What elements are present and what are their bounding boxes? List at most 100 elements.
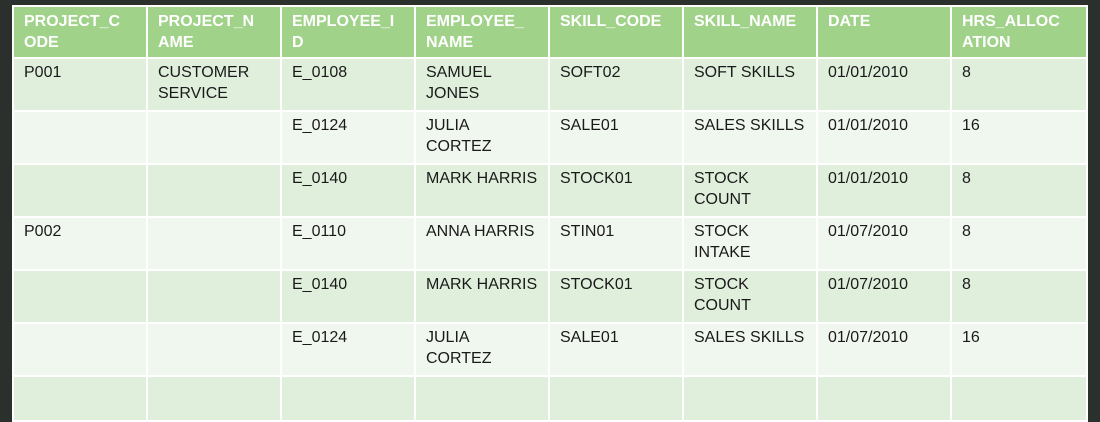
cell-employee-name: MARK HARRIS bbox=[414, 163, 550, 218]
cell-text: 8 bbox=[962, 276, 971, 293]
cell-date: 01/01/2010 bbox=[816, 163, 952, 218]
cell-project-code: P001 bbox=[12, 57, 148, 112]
cell-hrs-allocation: 8 bbox=[950, 216, 1088, 271]
cell-text: 01/07/2010 bbox=[828, 223, 909, 240]
cell-date: 01/07/2010 bbox=[816, 322, 952, 377]
cell-date: 01/07/2010 bbox=[816, 216, 952, 271]
cell-text: E_0124 bbox=[292, 117, 348, 134]
cell-project-name bbox=[146, 163, 282, 218]
cell-text: STOCK01 bbox=[560, 276, 633, 293]
cell-text: P002 bbox=[24, 223, 62, 240]
cell-project-name bbox=[146, 216, 282, 271]
cell-text: STOCK INTAKE bbox=[694, 223, 751, 261]
cell-text: JULIA CORTEZ bbox=[426, 117, 492, 155]
header-project-code: PROJECT_C ODE bbox=[12, 5, 148, 59]
cell-skill-name bbox=[682, 375, 818, 422]
cell-text: 01/01/2010 bbox=[828, 117, 909, 134]
cell-text: SALE01 bbox=[560, 329, 619, 346]
cell-text: 01/01/2010 bbox=[828, 170, 909, 187]
cell-text: SALE01 bbox=[560, 117, 619, 134]
cell-text: 8 bbox=[962, 170, 971, 187]
cell-text: MARK HARRIS bbox=[426, 276, 538, 293]
cell-text: E_0124 bbox=[292, 329, 348, 346]
header-label: PROJECT_C ODE bbox=[24, 13, 121, 51]
cell-skill-code bbox=[548, 375, 684, 422]
cell-employee-name: ANNA HARRIS bbox=[414, 216, 550, 271]
cell-text: STOCK01 bbox=[560, 170, 633, 187]
header-hrs-allocation: HRS_ALLOC ATION bbox=[950, 5, 1088, 59]
cell-hrs-allocation: 8 bbox=[950, 163, 1088, 218]
cell-employee-id: E_0108 bbox=[280, 57, 416, 112]
cell-text: JULIA CORTEZ bbox=[426, 329, 492, 367]
cell-project-code bbox=[12, 110, 148, 165]
header-label: PROJECT_N AME bbox=[158, 13, 255, 51]
cell-hrs-allocation: 8 bbox=[950, 269, 1088, 324]
cell-project-name bbox=[146, 322, 282, 377]
table-body: P001 CUSTOMER SERVICE E_0108 SAMUEL JONES SO… bbox=[12, 57, 1088, 422]
header-employee-id: EMPLOYEE_I D bbox=[280, 5, 416, 59]
header-label: SKILL_CODE bbox=[560, 13, 662, 30]
cell-project-code bbox=[12, 163, 148, 218]
cell-text: STIN01 bbox=[560, 223, 615, 240]
table-header: PROJECT_C ODE PROJECT_N AME EMPLOYEE_I D… bbox=[12, 5, 1088, 59]
cell-skill-code: STIN01 bbox=[548, 216, 684, 271]
table-row bbox=[12, 375, 1088, 422]
cell-text: 01/01/2010 bbox=[828, 64, 909, 81]
cell-skill-name: STOCK INTAKE bbox=[682, 216, 818, 271]
cell-skill-code: SALE01 bbox=[548, 110, 684, 165]
header-label: SKILL_NAME bbox=[694, 13, 797, 30]
cell-text: SOFT02 bbox=[560, 64, 621, 81]
cell-employee-id bbox=[280, 375, 416, 422]
cell-date: 01/07/2010 bbox=[816, 269, 952, 324]
cell-text: STOCK COUNT bbox=[694, 170, 751, 208]
header-label: HRS_ALLOC ATION bbox=[962, 13, 1060, 51]
cell-skill-code: SOFT02 bbox=[548, 57, 684, 112]
cell-text: P001 bbox=[24, 64, 62, 81]
table-row: E_0140 MARK HARRIS STOCK01 STOCK COUNT 01/07… bbox=[12, 269, 1088, 324]
cell-text: CUSTOMER SERVICE bbox=[158, 64, 250, 102]
header-skill-name: SKILL_NAME bbox=[682, 5, 818, 59]
cell-employee-id: E_0110 bbox=[280, 216, 416, 271]
header-skill-code: SKILL_CODE bbox=[548, 5, 684, 59]
cell-text: 01/07/2010 bbox=[828, 276, 909, 293]
cell-employee-id: E_0124 bbox=[280, 322, 416, 377]
cell-hrs-allocation: 8 bbox=[950, 57, 1088, 112]
cell-text: 16 bbox=[962, 117, 980, 134]
cell-text: STOCK COUNT bbox=[694, 276, 751, 314]
cell-employee-id: E_0140 bbox=[280, 269, 416, 324]
cell-project-code bbox=[12, 375, 148, 422]
cell-text: E_0140 bbox=[292, 276, 348, 293]
table-row: P001 CUSTOMER SERVICE E_0108 SAMUEL JONES SO… bbox=[12, 57, 1088, 112]
header-label: EMPLOYEE_I D bbox=[292, 13, 395, 51]
cell-employee-id: E_0140 bbox=[280, 163, 416, 218]
cell-employee-name: JULIA CORTEZ bbox=[414, 110, 550, 165]
cell-text: E_0110 bbox=[292, 223, 346, 240]
cell-employee-name bbox=[414, 375, 550, 422]
cell-text: SOFT SKILLS bbox=[694, 64, 796, 81]
cell-text: E_0108 bbox=[292, 64, 348, 81]
project-allocation-table: PROJECT_C ODE PROJECT_N AME EMPLOYEE_I D… bbox=[12, 5, 1088, 422]
cell-hrs-allocation: 16 bbox=[950, 322, 1088, 377]
header-date: DATE bbox=[816, 5, 952, 59]
header-employee-name: EMPLOYEE_ NAME bbox=[414, 5, 550, 59]
table-row: E_0140 MARK HARRIS STOCK01 STOCK COUNT 01/01… bbox=[12, 163, 1088, 218]
header-label: DATE bbox=[828, 13, 871, 30]
table-row: P002 E_0110 ANNA HARRIS STIN01 STOCK INTAKE 0… bbox=[12, 216, 1088, 271]
cell-text: SALES SKILLS bbox=[694, 329, 805, 346]
cell-text: 8 bbox=[962, 64, 971, 81]
cell-text: E_0140 bbox=[292, 170, 348, 187]
cell-project-name bbox=[146, 110, 282, 165]
cell-project-code bbox=[12, 322, 148, 377]
cell-skill-code: SALE01 bbox=[548, 322, 684, 377]
cell-text: 16 bbox=[962, 329, 980, 346]
cell-project-code: P002 bbox=[12, 216, 148, 271]
cell-date bbox=[816, 375, 952, 422]
header-row: PROJECT_C ODE PROJECT_N AME EMPLOYEE_I D… bbox=[12, 5, 1088, 59]
cell-text: 01/07/2010 bbox=[828, 329, 909, 346]
cell-text: 8 bbox=[962, 223, 971, 240]
cell-text: SAMUEL JONES bbox=[426, 64, 492, 102]
cell-employee-name: JULIA CORTEZ bbox=[414, 322, 550, 377]
cell-text: SALES SKILLS bbox=[694, 117, 805, 134]
cell-hrs-allocation: 16 bbox=[950, 110, 1088, 165]
cell-project-name: CUSTOMER SERVICE bbox=[146, 57, 282, 112]
